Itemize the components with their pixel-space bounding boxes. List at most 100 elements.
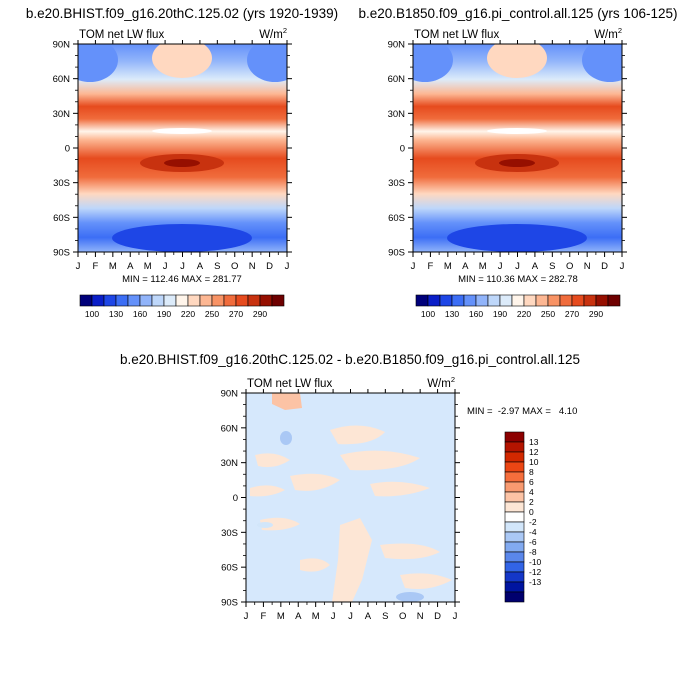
chart-3-x-tick-label: M	[312, 611, 320, 622]
chart-2-x-tick-label: A	[532, 261, 539, 272]
chart-1-x-tick-label: S	[214, 261, 220, 272]
colorbar-2-swatch	[535, 294, 549, 307]
chart-1-x-tick-label: J	[163, 261, 168, 272]
chart-2-x-tick-label: M	[479, 261, 487, 272]
colorbar-2-swatch	[559, 294, 573, 307]
chart-3-y-tick-label: 60N	[221, 423, 239, 434]
chart-2-y-tick-label: 60N	[388, 74, 406, 85]
colorbar-3-swatch	[504, 451, 525, 463]
colorbar-2-label: 190	[493, 309, 507, 319]
chart-2-field	[413, 44, 622, 252]
colorbar-3-swatch	[504, 501, 525, 513]
chart-2-y-tick-label: 30N	[388, 109, 406, 120]
chart-1-y-tick-label: 60S	[53, 213, 70, 224]
colorbar-2-swatch	[571, 294, 585, 307]
chart-3-stats: MIN = -2.97 MAX = 4.10	[467, 406, 577, 417]
colorbar-3-swatch	[504, 471, 525, 483]
chart-2-x-tick-label: S	[549, 261, 555, 272]
chart-3-y-tick-label: 30N	[221, 458, 239, 469]
colorbar-1-swatch	[247, 294, 261, 307]
chart-1-x-tick-label: J	[76, 261, 81, 272]
chart-1-y-tick-label: 60N	[53, 74, 71, 85]
chart-1-y-tick-label: 30N	[53, 109, 71, 120]
colorbar-2-label: 130	[445, 309, 459, 319]
colorbar-1-swatch	[163, 294, 177, 307]
colorbar-1-swatch	[223, 294, 237, 307]
colorbar-3-label: -13	[529, 577, 542, 587]
colorbar-3-swatch	[504, 571, 525, 583]
colorbar-1-swatch	[115, 294, 129, 307]
colorbar-3-label: -12	[529, 567, 542, 577]
colorbar-2-swatch	[511, 294, 525, 307]
colorbar-1-swatch	[175, 294, 189, 307]
chart-3-x-tick-label: J	[244, 611, 249, 622]
chart-1-x-tick-label: N	[249, 261, 256, 272]
colorbar-3-swatch	[504, 541, 525, 553]
chart-2-y-tick-label: 30S	[388, 178, 405, 189]
colorbar-3-swatch	[504, 511, 525, 523]
colorbar-2-swatch	[463, 294, 477, 307]
chart-2-x-tick-label: D	[601, 261, 608, 272]
chart-2-x-tick-label: A	[462, 261, 469, 272]
chart-1-x-tick-label: A	[197, 261, 204, 272]
colorbar-3-swatch	[504, 521, 525, 533]
colorbar-1-swatch	[79, 294, 93, 307]
chart-1-subtitle: TOM net LW flux	[79, 29, 164, 41]
chart-1-x-tick-label: D	[266, 261, 273, 272]
colorbar-1-label: 220	[181, 309, 195, 319]
colorbar-2-label: 250	[541, 309, 555, 319]
chart-3-y-tick-label: 60S	[221, 563, 238, 574]
chart-2-y-tick-label: 90N	[388, 40, 406, 51]
chart-1-y-tick-label: 90S	[53, 248, 70, 259]
colorbar-1-swatch	[187, 294, 201, 307]
chart-3-x-tick-label: S	[382, 611, 388, 622]
chart-1-x-tick-label: O	[231, 261, 238, 272]
chart-3-field	[246, 393, 455, 602]
colorbar-2-swatch	[583, 294, 597, 307]
colorbar-3-swatch	[504, 591, 525, 603]
colorbar-1-swatch	[127, 294, 141, 307]
chart-3-subtitle: TOM net LW flux	[247, 378, 332, 390]
chart-1-x-tick-label: M	[144, 261, 152, 272]
chart-2-x-tick-label: J	[498, 261, 503, 272]
colorbar-3-label: 8	[529, 467, 534, 477]
colorbar-3-swatch	[504, 431, 525, 443]
chart-1-field	[78, 44, 287, 252]
colorbar-3-label: 12	[529, 447, 539, 457]
colorbar-2-swatch	[523, 294, 537, 307]
colorbar-1-label: 250	[205, 309, 219, 319]
chart-2-subtitle: TOM net LW flux	[414, 29, 499, 41]
chart-2-x-tick-label: O	[566, 261, 573, 272]
colorbar-1-swatch	[151, 294, 165, 307]
colorbar-2-swatch	[415, 294, 429, 307]
chart-3-x-tick-label: O	[399, 611, 406, 622]
colorbar-2-swatch	[595, 294, 609, 307]
colorbar-1-swatch	[103, 294, 117, 307]
colorbar-2-swatch	[499, 294, 513, 307]
chart-1-x-tick-label: A	[127, 261, 134, 272]
colorbar-3-label: -6	[529, 537, 537, 547]
chart-3-y-tick-label: 90N	[221, 389, 239, 400]
colorbar-1-label: 290	[253, 309, 267, 319]
colorbar-3-label: -10	[529, 557, 542, 567]
colorbar-2-swatch	[439, 294, 453, 307]
chart-1-units: W/m2	[259, 26, 287, 41]
colorbar-3-label: 10	[529, 457, 539, 467]
chart-3-x-tick-label: M	[277, 611, 285, 622]
colorbar-3-swatch	[504, 481, 525, 493]
colorbar-3-swatch	[504, 531, 525, 543]
colorbar-1-swatch	[199, 294, 213, 307]
chart-1-x-tick-label: M	[109, 261, 117, 272]
colorbar-1-label: 130	[109, 309, 123, 319]
colorbar-2-swatch	[547, 294, 561, 307]
chart-3-y-tick-label: 90S	[221, 598, 238, 609]
chart-2-x-tick-label: J	[411, 261, 416, 272]
colorbar-1-label: 160	[133, 309, 147, 319]
colorbar-2-label: 160	[469, 309, 483, 319]
chart-3-x-tick-label: J	[348, 611, 353, 622]
chart-3-x-tick-label: J	[331, 611, 336, 622]
colorbar-3-swatch	[504, 441, 525, 453]
colorbar-1-swatch	[259, 294, 273, 307]
chart-3-y-tick-label: 0	[233, 493, 238, 504]
chart-2-title: b.e20.B1850.f09_g16.pi_control.all.125 (…	[359, 6, 678, 21]
